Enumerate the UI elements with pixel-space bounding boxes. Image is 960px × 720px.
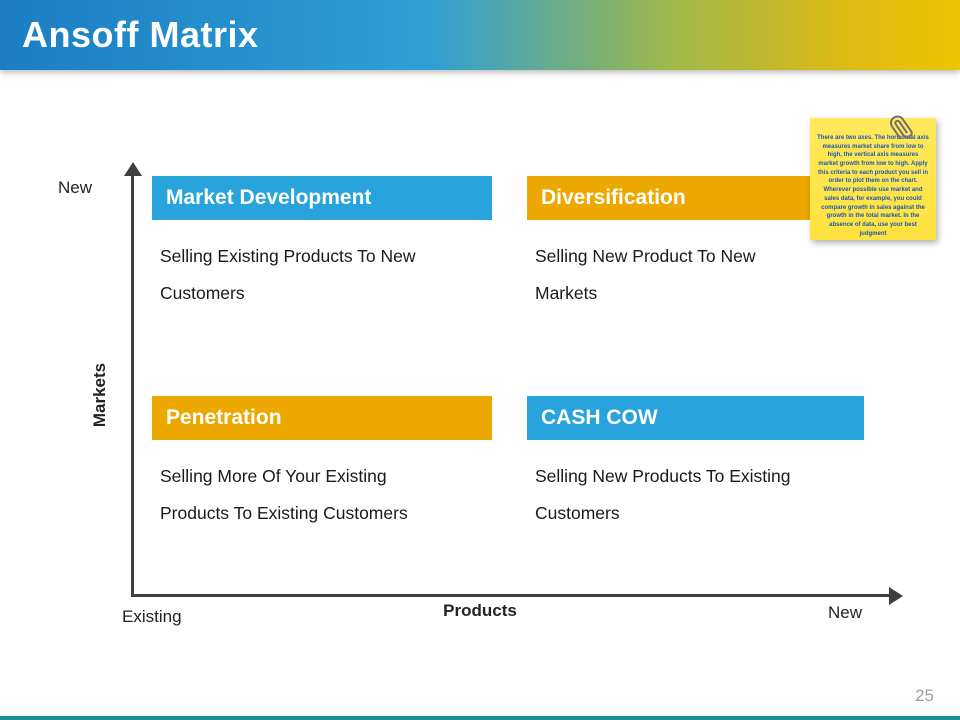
footer-accent-line [0,716,960,720]
slide-header: Ansoff Matrix [0,0,960,70]
quadrant-header-cash-cow: CASH COW [527,396,864,440]
quadrant-title: Market Development [166,186,372,209]
quadrant-description: Selling Existing Products To New Custome… [160,246,416,303]
page-title: Ansoff Matrix [22,14,259,55]
quadrant-title: Diversification [541,186,686,209]
x-axis-title: Products [443,601,517,620]
x-axis-left-label: Existing [122,607,182,626]
x-axis-right-label: New [828,603,863,622]
y-axis-title: Markets [90,362,110,428]
quadrant-description: Selling New Products To Existing Custome… [535,466,791,523]
quadrant-title: Penetration [166,406,282,429]
quadrant-title: CASH COW [541,406,658,429]
quadrant-header-diversification: Diversification [527,176,864,220]
arrowhead-up-icon [124,162,142,176]
sticky-note: There are two axes. The horizontal axis … [810,115,936,240]
quadrant-header-penetration: Penetration [152,396,492,440]
sticky-note-text: There are two axes. The horizontal axis … [817,135,929,237]
paperclip-icon [890,115,913,140]
quadrant-description: Selling More Of Your Existing Products T… [160,466,408,523]
quadrant-description: Selling New Product To New Markets [535,246,756,303]
x-axis-line [131,594,889,597]
y-axis-top-label: New [58,178,93,197]
quadrant-header-market-development: Market Development [152,176,492,220]
page-number: 25 [915,686,934,705]
y-axis-line [131,175,134,597]
arrowhead-right-icon [889,587,903,605]
